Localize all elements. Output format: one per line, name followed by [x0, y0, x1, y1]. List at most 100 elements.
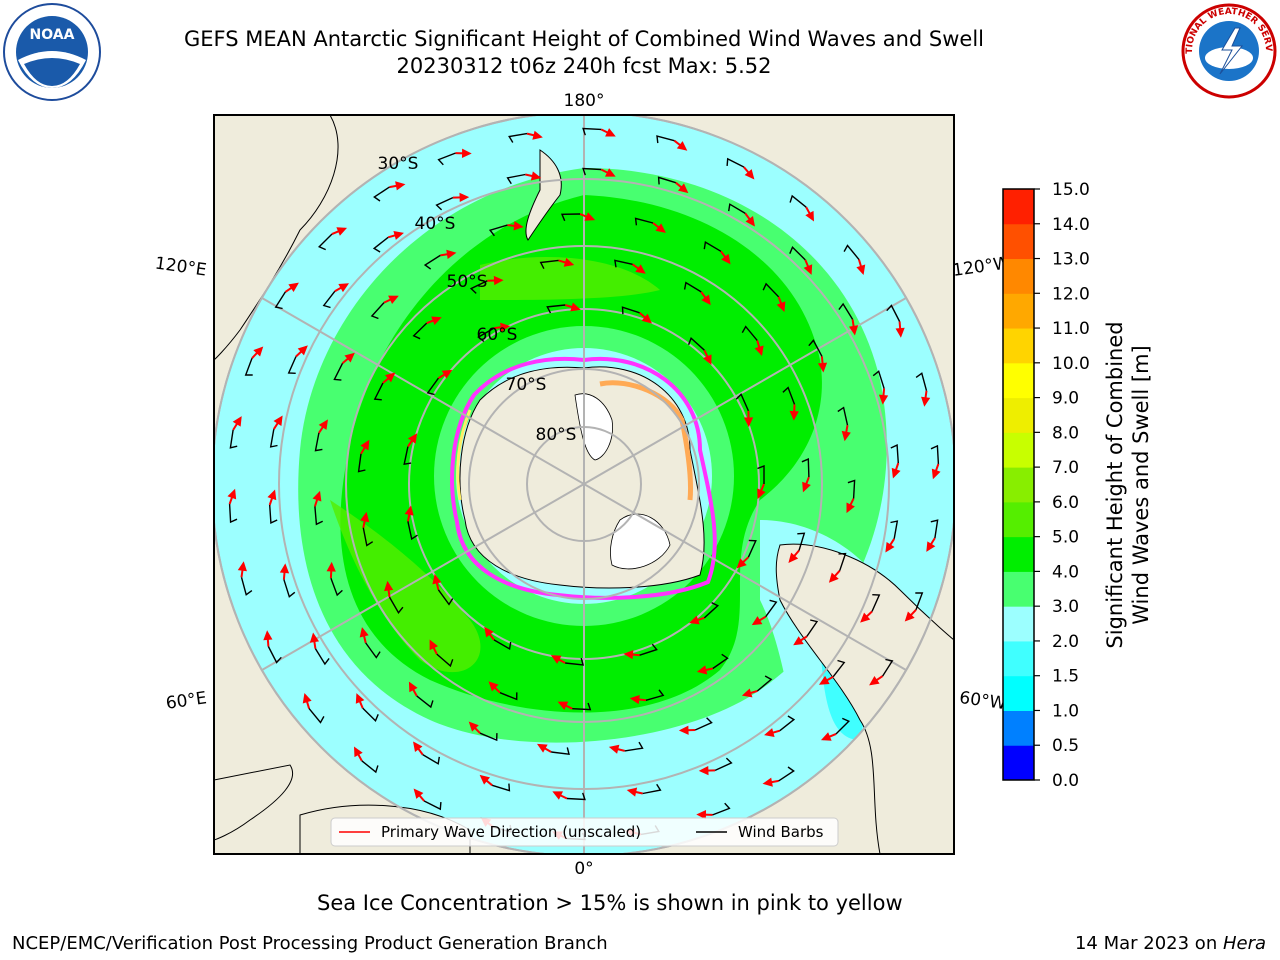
- wind-barb: [240, 577, 253, 596]
- wave-arrow-head: [788, 552, 799, 563]
- wind-barb: [656, 135, 675, 144]
- wave-arrow-head: [336, 227, 348, 236]
- colorbar-segment: [1003, 189, 1034, 225]
- colorbar-tick-label: 3.0: [1052, 597, 1079, 617]
- wave-arrow-head: [802, 481, 811, 493]
- wave-arrow-head: [678, 725, 689, 735]
- wave-arrow-head: [355, 693, 365, 704]
- wave-arrow-head: [446, 249, 457, 259]
- colorbar-tick-label: 4.0: [1052, 562, 1079, 582]
- colorbar-tick-label: 11.0: [1052, 319, 1090, 339]
- wave-arrow-head: [431, 316, 442, 326]
- wave-arrow-head: [820, 732, 832, 741]
- wave-arrow-head: [860, 612, 871, 623]
- colorbar-segment: [1003, 258, 1034, 294]
- wave-arrow-head: [776, 301, 786, 313]
- wind-barb: [657, 176, 677, 185]
- colorbar-segment: [1003, 397, 1034, 433]
- wind-barb: [506, 173, 526, 185]
- wave-arrow-head: [895, 327, 905, 338]
- wind-barb: [317, 233, 333, 251]
- wind-barb: [244, 357, 253, 376]
- legend-barb-label: Wind Barbs: [738, 823, 824, 841]
- wind-barb: [621, 306, 640, 315]
- wind-barb: [882, 658, 894, 677]
- sea-ice-edge: [450, 356, 717, 600]
- colorbar-tick-label: 6.0: [1052, 493, 1079, 513]
- wave-arrow-head: [635, 264, 646, 274]
- wind-barb: [426, 377, 439, 396]
- nws-logo: NATIONAL WEATHER SERVICE: [1180, 2, 1277, 99]
- wave-arrow-head: [848, 325, 859, 336]
- colorbar-tick-label: 1.0: [1052, 701, 1079, 721]
- primary-wave-arrows: [227, 128, 941, 840]
- colorbar-segment: [1003, 362, 1034, 399]
- wave-arrow-head: [605, 128, 616, 137]
- colorbar-segment: [1003, 675, 1034, 711]
- wave-arrow-head: [891, 467, 901, 479]
- wave-arrow-head: [703, 354, 712, 365]
- map-title: GEFS MEAN Antarctic Significant Height o…: [183, 27, 985, 51]
- wind-barb: [886, 304, 901, 322]
- wave-arrow-head: [468, 721, 479, 732]
- wind-barb: [267, 646, 282, 664]
- wave-arrow-head: [360, 439, 370, 451]
- colorbar-tick-label: 13.0: [1052, 250, 1090, 270]
- wind-barb: [789, 194, 807, 208]
- wave-arrow-head: [878, 394, 889, 405]
- colorbar-label: Significant Height of Combined Wind Wave…: [1102, 321, 1154, 648]
- wave-band-5m-south: [330, 500, 481, 673]
- colorbar-segment: [1003, 745, 1034, 781]
- wave-arrow-head: [641, 313, 652, 324]
- wind-barb: [694, 717, 713, 731]
- wave-arrow-head: [413, 741, 423, 752]
- wind-barb: [551, 747, 570, 756]
- sea-ice-thick-west: [456, 409, 472, 501]
- wind-barb: [871, 594, 881, 612]
- wave-arrow-head: [318, 419, 328, 430]
- wind-barb: [735, 393, 750, 412]
- wind-barb: [728, 203, 746, 215]
- wave-arrow-head: [312, 490, 322, 502]
- australia-coast: [214, 115, 339, 361]
- wind-barb: [837, 406, 849, 426]
- wave-arrow-head: [608, 744, 620, 754]
- graticule: [214, 115, 954, 854]
- wave-arrow-head: [696, 810, 707, 820]
- wave-arrow-head: [532, 130, 543, 140]
- wave-arrow-head: [655, 223, 666, 233]
- wind-barb: [437, 152, 456, 166]
- wave-arrow-head: [461, 148, 472, 158]
- wave-arrow-head: [741, 688, 753, 698]
- colorbar-segment: [1003, 223, 1034, 260]
- wind-barb: [756, 675, 773, 692]
- colorbar-tick-label: 5.0: [1052, 528, 1079, 548]
- wave-arrow-head: [745, 216, 755, 227]
- wave-arrow-head: [701, 294, 711, 306]
- wind-barb: [362, 527, 374, 547]
- wave-arrow-head: [751, 616, 763, 626]
- wind-barb: [714, 757, 733, 772]
- lon-label-60e: 60°E: [165, 688, 208, 713]
- wave-arrow-head: [757, 488, 766, 500]
- wave-arrow-head: [689, 615, 700, 625]
- wind-barb: [436, 653, 454, 668]
- wind-barb: [423, 800, 442, 811]
- wave-arrow-head: [279, 563, 290, 574]
- wave-arrow-head: [793, 636, 804, 646]
- wave-arrow-head: [227, 488, 237, 500]
- wind-barb: [287, 356, 297, 374]
- wind-barb: [582, 127, 602, 136]
- wind-barb: [838, 552, 847, 571]
- wave-arrow-head: [493, 275, 504, 286]
- lat-label-70s: 70°S: [506, 375, 547, 395]
- wave-arrow-head: [563, 257, 575, 267]
- wave-arrow-head: [846, 502, 855, 514]
- weddell-ice-shelf: [610, 513, 671, 570]
- wind-barb: [229, 429, 238, 449]
- wind-barb: [614, 259, 633, 268]
- colorbar-segment: [1003, 328, 1034, 364]
- colorbar-segment: [1003, 536, 1034, 572]
- wind-barb: [835, 717, 851, 735]
- colorbar-segment: [1003, 606, 1034, 642]
